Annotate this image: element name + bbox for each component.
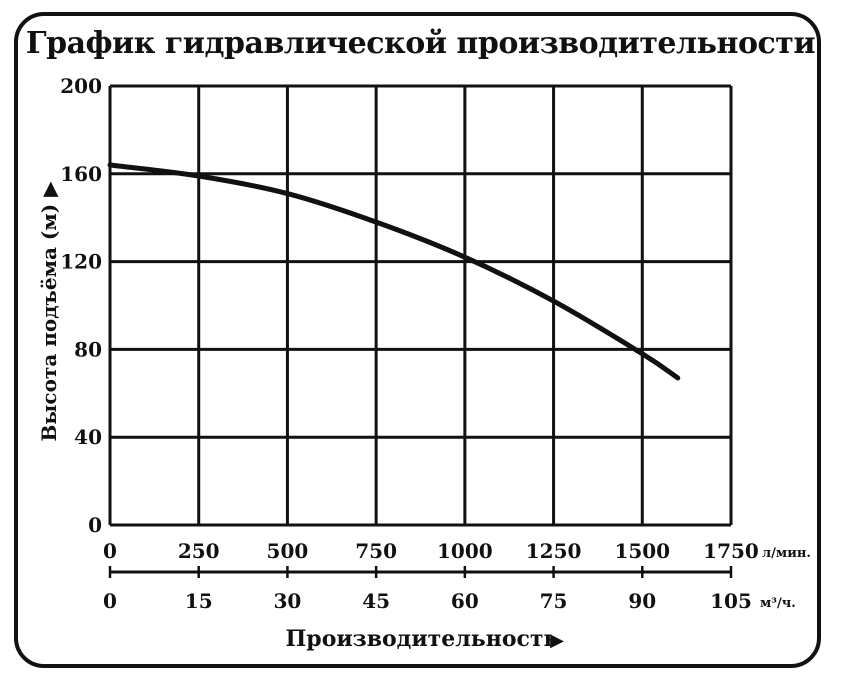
x-tick-label-primary: 1000 bbox=[437, 539, 493, 563]
x-tick-label-primary: 0 bbox=[103, 539, 117, 563]
y-axis-title: Высота подъёма (м) ▶ bbox=[37, 181, 61, 442]
chart-frame bbox=[14, 12, 821, 668]
x-tick-label-secondary: 15 bbox=[185, 589, 213, 613]
x-unit-primary: л/мин. bbox=[762, 546, 811, 561]
x-tick-label-primary: 1500 bbox=[614, 539, 670, 563]
grid bbox=[108, 84, 733, 527]
x-tick-label-primary: 250 bbox=[178, 539, 220, 563]
x-tick-label-secondary: 75 bbox=[540, 589, 568, 613]
y-tick-label: 40 bbox=[74, 425, 102, 449]
x-tick-label-primary: 750 bbox=[355, 539, 397, 563]
x-tick-label-primary: 1750 bbox=[703, 539, 759, 563]
x-axis-arrow: ▶ bbox=[550, 630, 564, 651]
y-tick-label: 80 bbox=[74, 337, 102, 361]
x-tick-label-secondary: 45 bbox=[362, 589, 390, 613]
x-axis-title: Производительность bbox=[286, 626, 559, 652]
y-tick-label: 160 bbox=[60, 162, 102, 186]
series-line-0 bbox=[107, 162, 681, 381]
x-tick-label-primary: 1250 bbox=[526, 539, 582, 563]
series-group bbox=[107, 162, 681, 381]
x-tick-label-secondary: 60 bbox=[451, 589, 479, 613]
x-tick-label-secondary: 0 bbox=[103, 589, 117, 613]
chart-title: График гидравлической производительности bbox=[25, 26, 816, 61]
x-tick-label-primary: 500 bbox=[267, 539, 309, 563]
x-tick-label-secondary: 105 bbox=[710, 589, 752, 613]
axes bbox=[108, 566, 733, 578]
x-tick-label-secondary: 30 bbox=[274, 589, 302, 613]
y-tick-label: 120 bbox=[60, 250, 102, 274]
x-unit-secondary: м³/ч. bbox=[760, 596, 796, 611]
y-tick-label: 0 bbox=[88, 513, 102, 537]
y-tick-label: 200 bbox=[60, 74, 102, 98]
x-tick-label-secondary: 90 bbox=[628, 589, 656, 613]
